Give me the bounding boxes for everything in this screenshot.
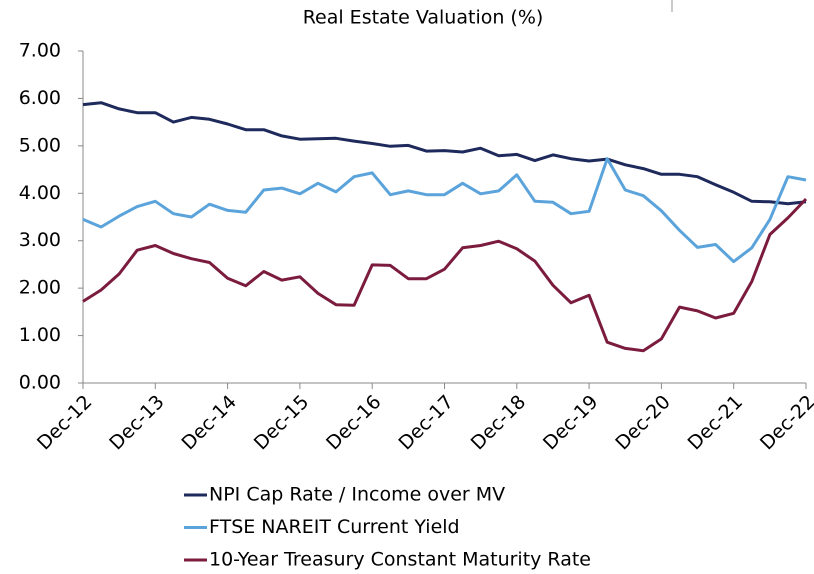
legend-label: NPI Cap Rate / Income over MV — [209, 484, 505, 506]
series-line — [82, 101, 807, 206]
chart-title: Real Estate Valuation (%) — [303, 7, 544, 29]
x-tick-label: Dec-21 — [684, 391, 748, 455]
x-tick-label: Dec-12 — [33, 391, 97, 455]
y-tick-label: 4.00 — [19, 182, 61, 204]
y-tick-label: 2.00 — [19, 277, 61, 299]
x-tick-label: Dec-15 — [250, 391, 314, 455]
legend-label: 10-Year Treasury Constant Maturity Rate — [209, 549, 591, 571]
series-line — [82, 157, 807, 264]
x-tick-label: Dec-14 — [178, 391, 242, 455]
y-tick-label: 7.00 — [19, 40, 61, 62]
y-tick-label: 3.00 — [19, 229, 61, 251]
x-tick-label: Dec-22 — [756, 391, 814, 455]
x-tick-label: Dec-19 — [539, 391, 603, 455]
legend-label: FTSE NAREIT Current Yield — [209, 516, 460, 538]
y-tick-label: 0.00 — [19, 372, 61, 394]
x-tick-label: Dec-17 — [394, 391, 458, 455]
x-tick-label: Dec-20 — [611, 391, 675, 455]
series-line — [82, 197, 808, 353]
x-tick-label: Dec-13 — [105, 391, 169, 455]
y-tick-label: 1.00 — [19, 324, 61, 346]
x-tick-label: Dec-16 — [322, 391, 386, 455]
x-tick-label: Dec-18 — [467, 391, 531, 455]
y-tick-label: 5.00 — [19, 134, 61, 156]
y-tick-label: 6.00 — [19, 87, 61, 109]
